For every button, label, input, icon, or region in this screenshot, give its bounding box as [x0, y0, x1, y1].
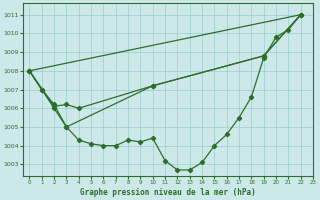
X-axis label: Graphe pression niveau de la mer (hPa): Graphe pression niveau de la mer (hPa): [80, 188, 256, 197]
